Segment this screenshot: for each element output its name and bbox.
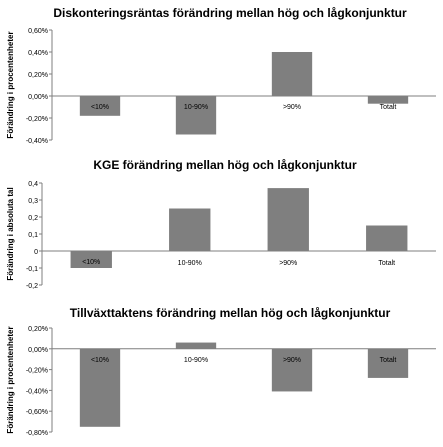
category-label: >90% (283, 104, 301, 111)
bar-1-4 (367, 96, 409, 104)
bar-2-4 (366, 225, 408, 251)
bar-1-2 (175, 96, 217, 135)
bar-3-4 (367, 348, 409, 378)
y-tick-label: -0,1 (26, 266, 38, 273)
category-label: 10-90% (178, 260, 202, 267)
y-tick-label: -0,80% (26, 430, 48, 437)
bar-1-1 (79, 96, 121, 116)
y-axis-label-3: Förändring i procentenheter (6, 326, 15, 433)
y-tick-label: 0,2 (28, 215, 38, 222)
category-label: Totalt (378, 260, 395, 267)
bar-2-1 (70, 251, 112, 268)
y-tick-label: 0,20% (28, 72, 48, 79)
category-label: >90% (279, 260, 297, 267)
category-label: <10% (91, 104, 109, 111)
y-tick-label: 0,4 (28, 181, 38, 188)
y-axis-label-1: Förändring i procentenheter (6, 31, 15, 138)
category-label: Totalt (380, 357, 397, 364)
category-label: >90% (283, 357, 301, 364)
bar-3-3 (271, 348, 313, 392)
category-label: 10-90% (184, 104, 208, 111)
bar-2-2 (169, 208, 211, 251)
y-tick-label: -0,20% (26, 368, 48, 375)
chart-title-2: KGE förändring mellan hög och lågkonjunk… (93, 158, 357, 172)
bar-3-2 (175, 342, 217, 349)
category-label: 10-90% (184, 357, 208, 364)
bar-3-1 (79, 348, 121, 427)
category-label: <10% (82, 259, 100, 266)
y-tick-label: -0,40% (26, 138, 48, 145)
chart-title-3: Tillväxttaktens förändring mellan hög oc… (70, 306, 391, 320)
y-tick-label: 0,60% (28, 28, 48, 35)
y-axis-label-2: Förändring i absoluta tal (6, 187, 15, 280)
y-tick-label: 0,00% (28, 347, 48, 354)
category-label: Totalt (380, 104, 397, 111)
chart-title-1: Diskonteringsräntas förändring mellan hö… (53, 6, 407, 20)
y-tick-label: -0,40% (26, 388, 48, 395)
category-label: <10% (91, 357, 109, 364)
y-tick-label: 0,00% (28, 94, 48, 101)
y-tick-label: -0,2 (26, 283, 38, 290)
y-tick-label: 0,20% (28, 326, 48, 333)
y-tick-label: 0 (34, 249, 38, 256)
y-tick-label: -0,20% (26, 116, 48, 123)
bar-2-3 (267, 188, 309, 251)
bar-1-3 (271, 52, 313, 96)
y-tick-label: 0,1 (28, 232, 38, 239)
y-tick-label: 0,3 (28, 198, 38, 205)
y-tick-label: -0,60% (26, 409, 48, 416)
y-tick-label: 0,40% (28, 50, 48, 57)
